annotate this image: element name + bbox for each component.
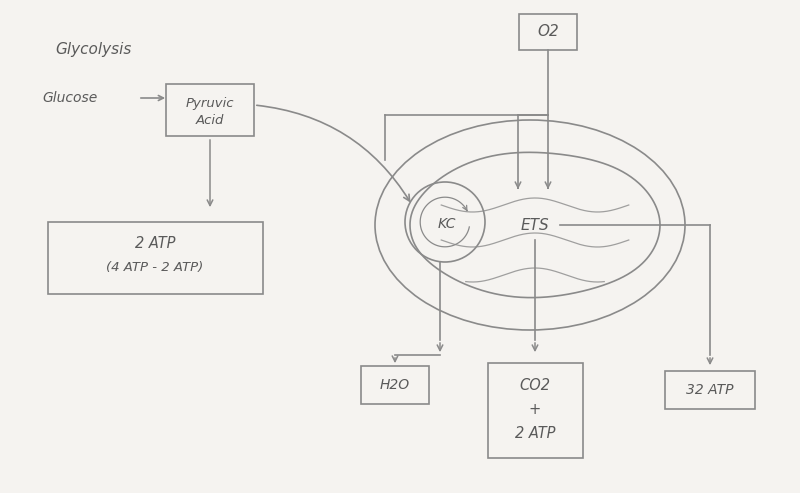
Text: CO2: CO2 [519,379,550,393]
Text: +: + [529,402,541,418]
Bar [47,222,262,294]
Bar [665,371,755,409]
Text: 32 ATP: 32 ATP [686,383,734,397]
Bar [361,366,429,404]
Bar [166,84,254,136]
Text: 2 ATP: 2 ATP [134,237,175,251]
Text: 2 ATP: 2 ATP [514,426,555,442]
Text: Acid: Acid [196,113,224,127]
Text: Glucose: Glucose [42,91,98,105]
Text: Glycolysis: Glycolysis [55,42,131,57]
Text: (4 ATP - 2 ATP): (4 ATP - 2 ATP) [106,261,204,275]
Text: KC: KC [438,217,456,231]
Text: H2O: H2O [380,378,410,392]
Text: O2: O2 [537,25,559,39]
Text: ETS: ETS [521,217,550,233]
Text: Pyruvic: Pyruvic [186,98,234,110]
Bar [487,362,582,458]
FancyArrowPatch shape [257,106,410,201]
Bar [519,14,577,50]
